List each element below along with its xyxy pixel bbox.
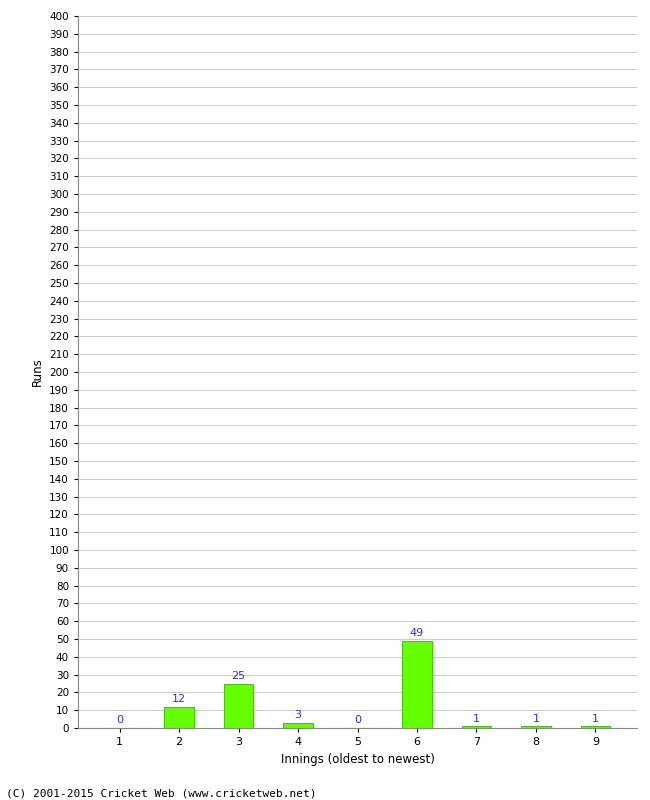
Text: 0: 0 xyxy=(354,715,361,726)
Text: 1: 1 xyxy=(592,714,599,723)
Bar xyxy=(283,722,313,728)
Y-axis label: Runs: Runs xyxy=(31,358,44,386)
Bar xyxy=(224,683,254,728)
Text: 1: 1 xyxy=(532,714,540,723)
X-axis label: Innings (oldest to newest): Innings (oldest to newest) xyxy=(281,753,434,766)
Text: 1: 1 xyxy=(473,714,480,723)
Text: (C) 2001-2015 Cricket Web (www.cricketweb.net): (C) 2001-2015 Cricket Web (www.cricketwe… xyxy=(6,789,317,798)
Bar xyxy=(462,726,491,728)
Text: 25: 25 xyxy=(231,671,246,681)
Text: 12: 12 xyxy=(172,694,186,704)
Text: 3: 3 xyxy=(294,710,302,720)
Bar xyxy=(164,706,194,728)
Bar xyxy=(521,726,551,728)
Text: 0: 0 xyxy=(116,715,123,726)
Bar xyxy=(402,641,432,728)
Text: 49: 49 xyxy=(410,628,424,638)
Bar xyxy=(580,726,610,728)
